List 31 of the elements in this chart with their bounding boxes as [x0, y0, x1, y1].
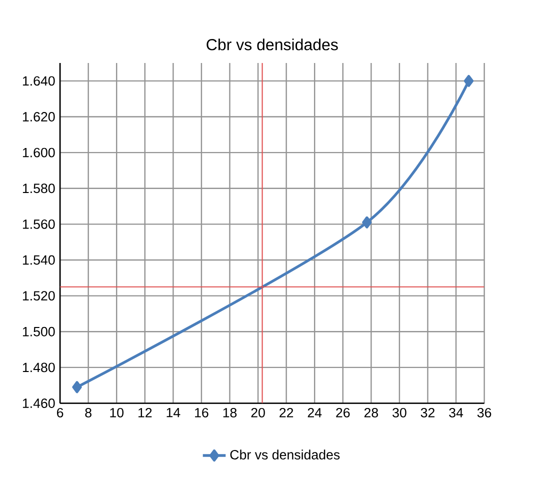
y-tick-label: 1.560 [22, 219, 55, 229]
x-tick-label: 12 [138, 408, 152, 418]
y-tick-label: 1.520 [22, 290, 55, 300]
y-tick-label: 1.580 [22, 184, 55, 193]
x-tick-label: 36 [477, 408, 492, 418]
y-tick-label: 1.600 [22, 148, 55, 158]
x-tick-label: 22 [280, 408, 294, 418]
x-tick-label: 24 [308, 408, 322, 418]
x-tick-label: 16 [195, 408, 208, 418]
x-tick-label: 18 [223, 408, 237, 418]
point [362, 216, 372, 228]
y-tick-label: 1.480 [22, 362, 55, 372]
y-tick-label: 1.500 [22, 326, 55, 336]
chart-title: Cbr vs densidades [206, 38, 338, 50]
x-tick-label: 20 [251, 408, 265, 418]
y-tick-label: 1.620 [22, 112, 55, 122]
point [72, 380, 82, 393]
x-tick-label: 8 [85, 408, 92, 418]
x-tick-label: 32 [420, 408, 434, 418]
x-tick-label: 26 [336, 408, 350, 418]
x-tick-label: 30 [392, 408, 406, 418]
legend-label: Cbr vs densidades [230, 450, 340, 460]
x-tick-label: 10 [110, 408, 124, 418]
x-tick-label: 14 [166, 408, 180, 417]
y-tick-label: 1.460 [22, 398, 55, 408]
y-tick-label: 1.540 [22, 255, 55, 265]
point [464, 74, 474, 87]
x-tick-label: 6 [56, 408, 64, 418]
y-tick-label: 1.640 [22, 76, 55, 86]
x-tick-label: 28 [364, 408, 378, 418]
x-tick-label: 34 [449, 408, 464, 418]
